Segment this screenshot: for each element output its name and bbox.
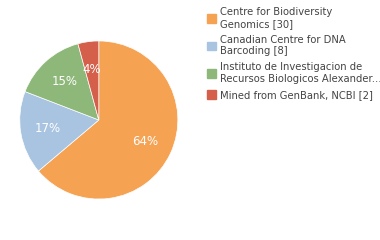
Text: 17%: 17% <box>35 122 61 135</box>
Text: 15%: 15% <box>51 75 78 88</box>
Text: 64%: 64% <box>132 135 158 148</box>
Wedge shape <box>20 92 99 171</box>
Wedge shape <box>78 41 99 120</box>
Wedge shape <box>38 41 178 199</box>
Legend: Centre for Biodiversity
Genomics [30], Canadian Centre for DNA
Barcoding [8], In: Centre for Biodiversity Genomics [30], C… <box>204 5 380 102</box>
Wedge shape <box>25 44 99 120</box>
Text: 4%: 4% <box>82 63 101 76</box>
